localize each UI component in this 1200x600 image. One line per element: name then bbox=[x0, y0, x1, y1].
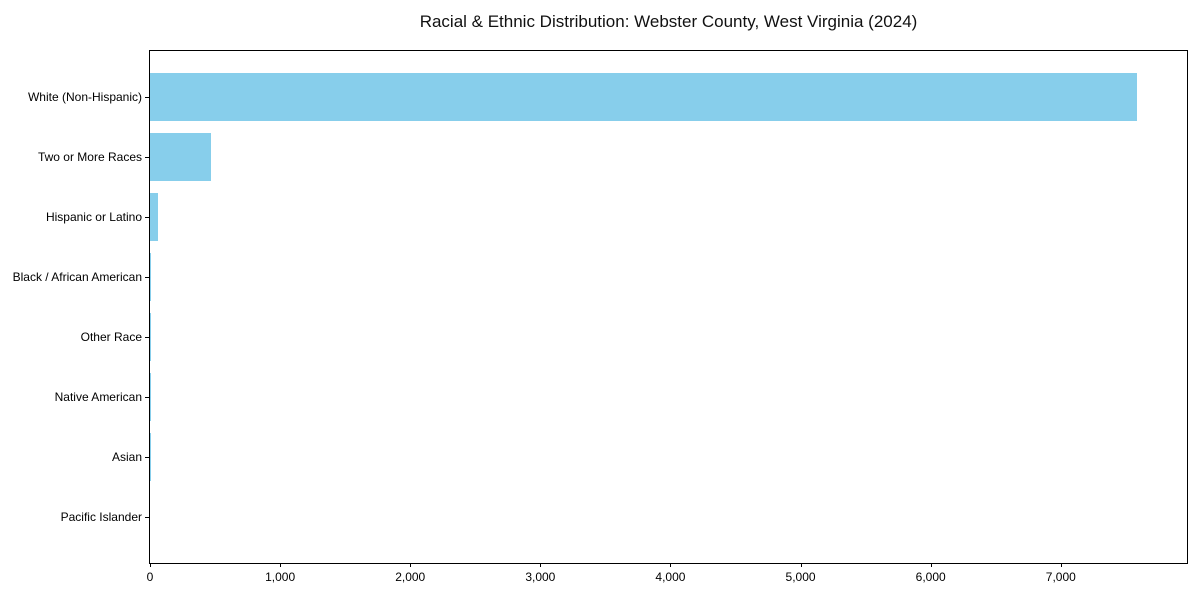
x-axis-tick bbox=[540, 563, 542, 567]
y-axis-tick bbox=[145, 157, 149, 158]
bar-black-african-american bbox=[150, 253, 152, 301]
bar-two-or-more-races bbox=[150, 133, 211, 181]
y-axis-label-asian: Asian bbox=[111, 450, 142, 464]
x-axis-tick-label: 1,000 bbox=[265, 570, 296, 584]
x-axis-tick bbox=[150, 563, 151, 567]
y-axis-label-other-race: Other Race bbox=[80, 330, 142, 344]
bar-other-race bbox=[150, 313, 152, 361]
x-axis-tick-label: 2,000 bbox=[395, 570, 426, 584]
x-axis-tick-label: 0 bbox=[146, 570, 154, 584]
x-axis-tick bbox=[670, 563, 672, 567]
x-axis-tick bbox=[930, 563, 932, 567]
chart-title: Racial & Ethnic Distribution: Webster Co… bbox=[419, 12, 918, 31]
plot-area bbox=[149, 50, 1188, 564]
x-axis-tick bbox=[410, 563, 412, 567]
x-axis-tick bbox=[1060, 563, 1062, 567]
y-axis-tick bbox=[145, 217, 149, 218]
x-axis-tick-label: 7,000 bbox=[1045, 570, 1076, 584]
y-axis-label-pacific-islander: Pacific Islander bbox=[60, 510, 142, 524]
y-axis-tick bbox=[145, 457, 149, 458]
y-axis-label-hispanic-or-latino: Hispanic or Latino bbox=[45, 210, 142, 224]
y-axis-label-black-african-american: Black / African American bbox=[12, 270, 142, 284]
x-axis-tick-label: 4,000 bbox=[655, 570, 686, 584]
y-axis-label-native-american: Native American bbox=[54, 390, 142, 404]
x-axis-tick-label: 6,000 bbox=[915, 570, 946, 584]
x-axis-tick bbox=[280, 563, 282, 567]
y-axis-tick bbox=[145, 97, 149, 98]
bar-white-non-hispanic bbox=[150, 73, 1137, 121]
y-axis-tick bbox=[145, 337, 149, 338]
x-axis-tick-label: 5,000 bbox=[785, 570, 816, 584]
bar-hispanic-or-latino bbox=[150, 193, 159, 241]
y-axis-tick bbox=[145, 277, 149, 278]
y-axis-label-two-or-more-races: Two or More Races bbox=[37, 150, 142, 164]
y-axis-tick bbox=[145, 397, 149, 398]
x-axis-tick bbox=[800, 563, 802, 567]
x-axis-tick-label: 3,000 bbox=[525, 570, 556, 584]
y-axis-tick bbox=[145, 517, 149, 518]
y-axis-label-white-non-hispanic: White (Non-Hispanic) bbox=[27, 90, 142, 104]
